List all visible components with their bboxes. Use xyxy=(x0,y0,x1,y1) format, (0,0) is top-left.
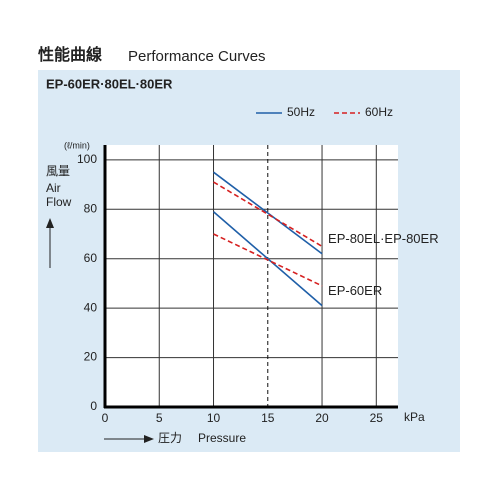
x-tick-label: 20 xyxy=(315,411,329,425)
y-tick-label: 20 xyxy=(84,350,98,364)
curve-label: EP-80EL·EP-80ER xyxy=(328,231,439,246)
subtitle: EP-60ER·80EL·80ER xyxy=(46,76,173,91)
curve-label: EP-60ER xyxy=(328,283,382,298)
x-label-jp: 圧力 xyxy=(158,431,182,445)
chart-title: 性能曲線 xyxy=(38,45,102,64)
y-tick-label: 40 xyxy=(84,300,98,314)
legend-label: 50Hz xyxy=(287,105,315,119)
y-tick-label: 80 xyxy=(84,201,98,215)
legend-label: 60Hz xyxy=(365,105,393,119)
y-tick-label: 100 xyxy=(77,152,97,166)
chart-title-en: Performance Curves xyxy=(128,48,266,65)
y-unit: (ℓ/min) xyxy=(64,140,90,150)
curve xyxy=(213,171,323,255)
x-tick-label: 15 xyxy=(261,411,275,425)
y-tick-label: 0 xyxy=(90,399,97,413)
x-tick-label: 25 xyxy=(370,411,384,425)
x-arrow-head xyxy=(144,435,154,443)
y-arrow-head xyxy=(46,218,54,228)
x-label: Pressure xyxy=(198,431,246,445)
x-tick-label: 0 xyxy=(102,411,109,425)
x-tick-label: 5 xyxy=(156,411,163,425)
curve xyxy=(213,181,323,248)
plot-area xyxy=(105,145,398,407)
x-unit: kPa xyxy=(404,410,425,424)
y-label: Flow xyxy=(46,195,72,209)
y-label: Air xyxy=(46,181,61,195)
y-label: 風量 xyxy=(46,164,70,178)
y-tick-label: 60 xyxy=(84,251,98,265)
curve xyxy=(212,211,323,307)
curve xyxy=(213,233,323,287)
x-tick-label: 10 xyxy=(207,411,221,425)
